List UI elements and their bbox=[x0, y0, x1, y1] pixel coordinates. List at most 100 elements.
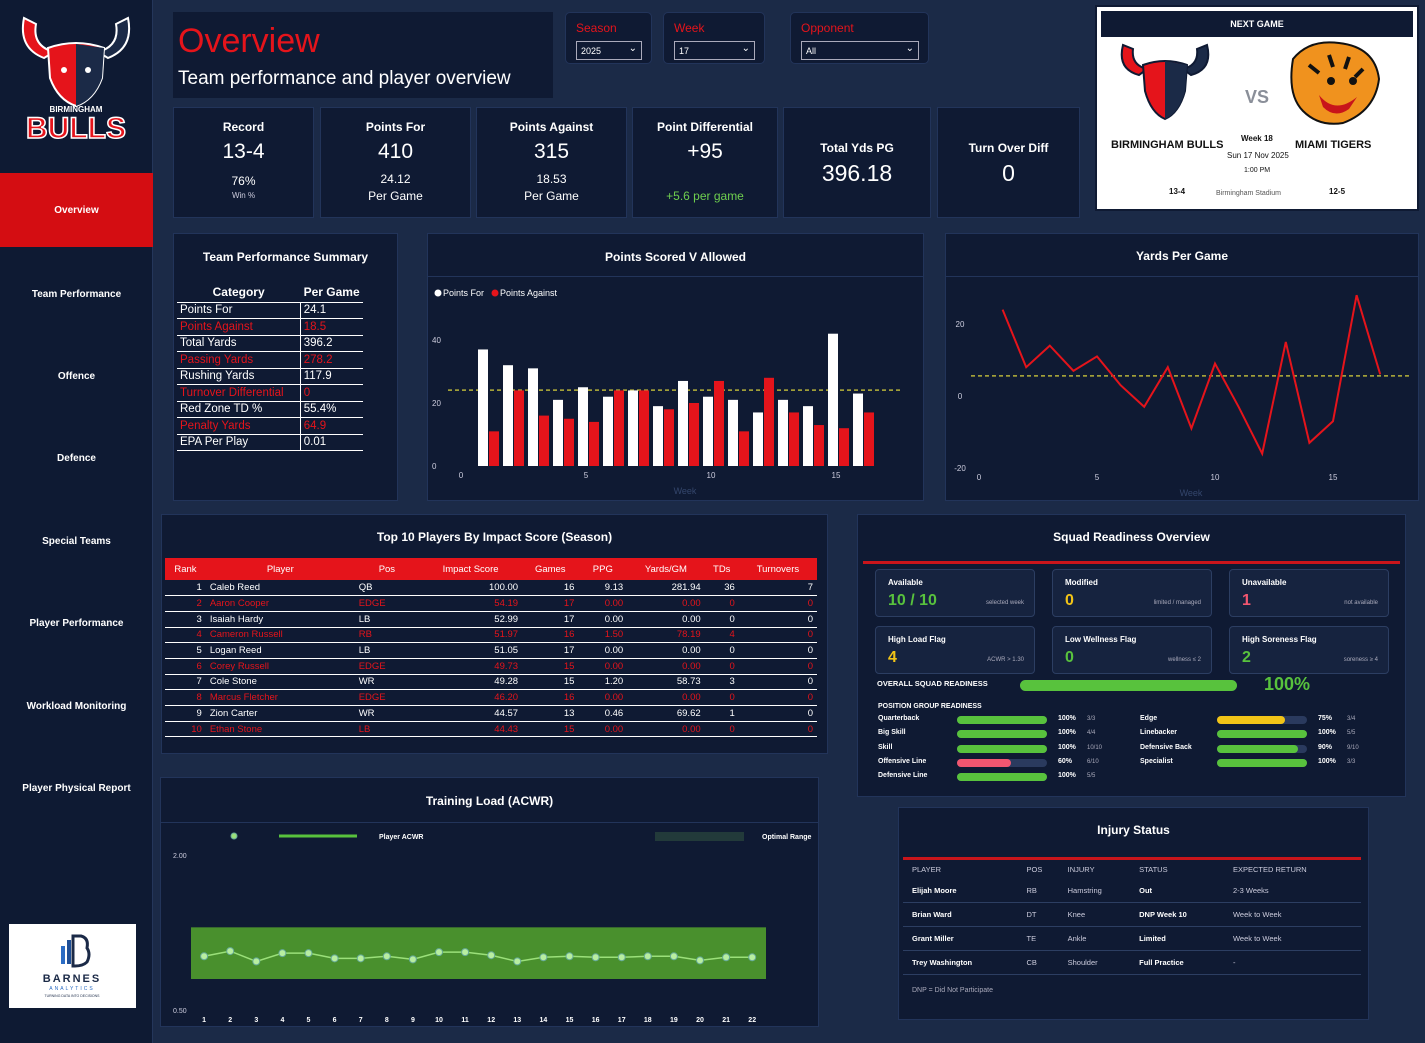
position-group-pct: 60% bbox=[1058, 757, 1073, 765]
x-tick-label: 19 bbox=[670, 1017, 678, 1024]
table-cell: Cameron Russell bbox=[205, 627, 355, 644]
position-group-fill bbox=[1217, 716, 1285, 724]
table-cell: 0 bbox=[738, 705, 817, 722]
kpi-subsub: Per Game bbox=[524, 189, 579, 203]
legend-marker-points-for bbox=[434, 289, 442, 297]
home-record: 13-4 bbox=[1169, 187, 1186, 196]
page-title: Overview bbox=[178, 22, 320, 60]
legend-marker-acwr bbox=[230, 832, 238, 840]
position-group-count: 4/4 bbox=[1087, 730, 1096, 737]
x-tick-label: 9 bbox=[411, 1017, 415, 1024]
season-dropdown[interactable]: 2025 ⌄ bbox=[576, 41, 642, 60]
position-group-fill bbox=[957, 744, 1047, 753]
category-cell: EPA Per Play bbox=[177, 434, 301, 451]
position-group-fill bbox=[957, 773, 1047, 782]
column-header[interactable]: Games bbox=[522, 558, 579, 580]
column-header[interactable]: Impact Score bbox=[419, 558, 523, 580]
table-cell: 0 bbox=[704, 721, 739, 738]
table-cell: 5 bbox=[165, 642, 206, 659]
nav-team-performance[interactable]: Team Performance bbox=[0, 257, 153, 331]
column-header[interactable]: Yards/GM bbox=[627, 558, 705, 580]
table-cell: 15 bbox=[522, 721, 579, 738]
table-cell: 0 bbox=[704, 595, 739, 612]
acwr-point bbox=[591, 953, 600, 962]
x-tick-label: 11 bbox=[461, 1017, 469, 1024]
nav-player-performance[interactable]: Player Performance bbox=[0, 586, 153, 660]
kpi-points-against: Points Against 315 18.53 Per Game bbox=[476, 107, 627, 218]
table-cell: Corey Russell bbox=[205, 658, 355, 675]
value-cell: 117.9 bbox=[300, 368, 363, 385]
x-tick-label: 21 bbox=[722, 1017, 730, 1024]
squad-card: Low Wellness Flag 0 wellness ≤ 2 bbox=[1052, 626, 1212, 674]
nav-defence[interactable]: Defence bbox=[0, 421, 153, 495]
season-label: Season bbox=[576, 21, 617, 35]
squad-card: Available 10 / 10 selected week bbox=[875, 569, 1035, 617]
injury-table: PLAYER POS INJURY STATUS EXPECTED RETURN Eli… bbox=[903, 857, 1361, 975]
bar-points-for bbox=[678, 380, 688, 466]
bar-points-for bbox=[478, 349, 488, 466]
card-sub: limited / managed bbox=[1153, 600, 1201, 606]
barnes-tagline: TURNING DATA INTO DECISIONS bbox=[44, 994, 100, 998]
table-cell: 2 bbox=[165, 595, 206, 612]
position-group-fill bbox=[957, 758, 1011, 767]
table-cell: Zion Carter bbox=[205, 705, 355, 722]
table-cell: EDGE bbox=[354, 595, 420, 612]
legend-points-against: Points Against bbox=[500, 288, 558, 298]
category-cell: Points For bbox=[177, 302, 301, 319]
value-cell: 278.2 bbox=[300, 351, 363, 369]
week-slicer: Week 17 ⌄ bbox=[663, 12, 765, 64]
x-tick-label: 15 bbox=[832, 471, 841, 480]
table-cell: 1.50 bbox=[578, 627, 628, 644]
table-cell: 17 bbox=[522, 611, 579, 628]
venue: Birmingham Stadium bbox=[1216, 190, 1281, 197]
kpi-total-yds: Total Yds PG 396.18 bbox=[783, 107, 931, 218]
column-header[interactable]: PPG bbox=[578, 558, 628, 580]
nav-player-physical-report[interactable]: Player Physical Report bbox=[0, 751, 153, 825]
opponent-dropdown[interactable]: All ⌄ bbox=[801, 41, 919, 60]
table-cell: 51.97 bbox=[419, 627, 523, 644]
kpi-title: Point Differential bbox=[656, 120, 753, 134]
x-tick-label: 3 bbox=[254, 1017, 258, 1024]
bar-points-against bbox=[689, 403, 699, 466]
table-cell: 44.57 bbox=[419, 705, 523, 722]
position-group-name: Specialist bbox=[1140, 757, 1173, 765]
position-group-bar bbox=[1217, 744, 1307, 753]
season-slicer: Season 2025 ⌄ bbox=[565, 12, 652, 64]
nav-special-teams[interactable]: Special Teams bbox=[0, 504, 153, 578]
table-cell: 0 bbox=[738, 721, 817, 738]
table-cell: Week to Week bbox=[1223, 902, 1361, 927]
table-row: 6 Corey Russell EDGE 49.73 15 0.00 0.00 0 0 bbox=[165, 658, 817, 675]
week-value: 17 bbox=[679, 46, 690, 56]
column-header[interactable]: Rank bbox=[165, 558, 206, 580]
value-cell: 18.5 bbox=[300, 318, 363, 336]
column-header[interactable]: Pos bbox=[354, 558, 420, 580]
position-group-count: 10/10 bbox=[1087, 744, 1103, 751]
column-header[interactable]: TDs bbox=[704, 558, 739, 580]
position-group-name: Quarterback bbox=[878, 715, 920, 722]
position-group-count: 3/3 bbox=[1087, 716, 1096, 722]
kpi-title: Record bbox=[222, 120, 265, 134]
position-group-label: POSITION GROUP READINESS bbox=[878, 703, 982, 710]
x-tick-label: 4 bbox=[280, 1017, 284, 1024]
position-group-bar bbox=[1217, 758, 1307, 767]
kpi-value: 396.18 bbox=[821, 160, 893, 186]
column-header[interactable]: Turnovers bbox=[738, 558, 817, 580]
yards-line-chart: -20 0 20 0 5 10 15 Week bbox=[954, 294, 1411, 498]
column-header[interactable]: Player bbox=[205, 558, 355, 580]
panel-title: Training Load (ACWR) bbox=[425, 794, 554, 808]
position-group-bar bbox=[957, 716, 1047, 724]
table-cell: 0 bbox=[738, 595, 817, 612]
x-tick-label: 5 bbox=[584, 471, 589, 480]
bar-points-against bbox=[614, 390, 624, 466]
nav-offence[interactable]: Offence bbox=[0, 339, 153, 413]
acwr-point bbox=[200, 952, 209, 961]
bar-points-against bbox=[864, 412, 874, 466]
card-value: 0 bbox=[1065, 649, 1074, 666]
nav-workload-monitoring[interactable]: Workload Monitoring bbox=[0, 669, 153, 743]
week-dropdown[interactable]: 17 ⌄ bbox=[674, 41, 755, 60]
y-tick-label: 0 bbox=[958, 392, 963, 401]
nav-overview[interactable]: Overview bbox=[0, 173, 153, 247]
category-cell: Passing Yards bbox=[177, 351, 301, 369]
x-tick-label: 5 bbox=[1095, 473, 1100, 482]
